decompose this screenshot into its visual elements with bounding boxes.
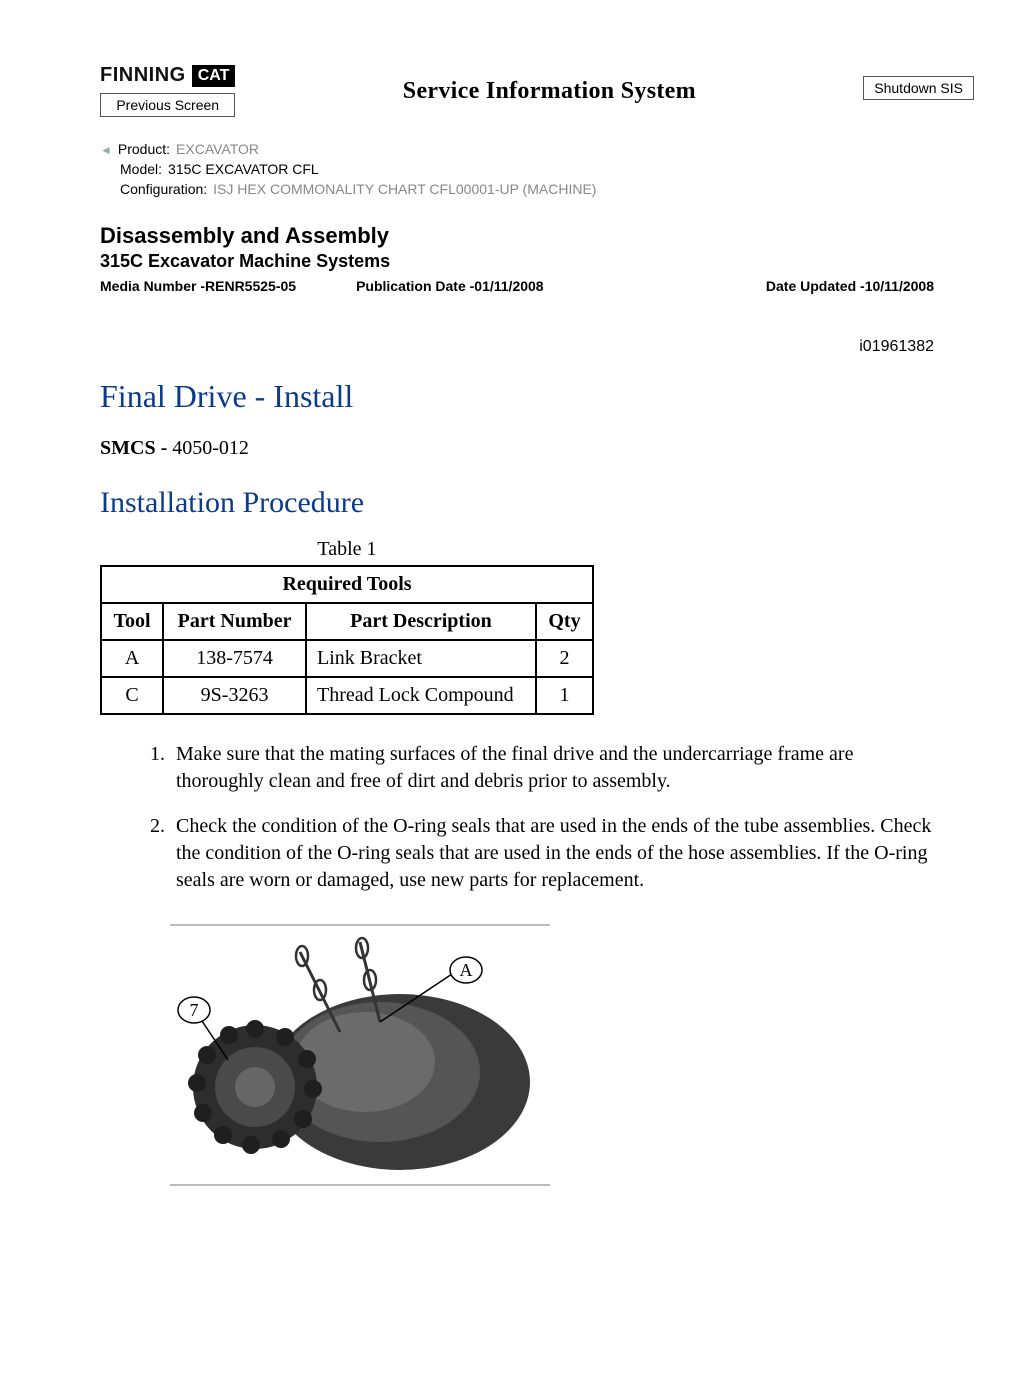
- section-heading: Installation Procedure: [100, 486, 934, 520]
- step-item: Check the condition of the O-ring seals …: [170, 813, 934, 894]
- config-label: Configuration:: [120, 181, 207, 197]
- table-header: Part Number: [163, 603, 306, 640]
- smcs-code: SMCS - 4050-012: [100, 437, 934, 460]
- table-row: A 138-7574 Link Bracket 2: [101, 640, 593, 677]
- brand-logo: FINNING CAT: [100, 64, 235, 87]
- previous-screen-button[interactable]: Previous Screen: [100, 93, 235, 117]
- config-value: ISJ HEX COMMONALITY CHART CFL00001-UP (M…: [213, 181, 596, 197]
- procedure-heading: Final Drive - Install: [100, 378, 934, 415]
- table-caption: Table 1: [100, 538, 594, 561]
- model-value: 315C EXCAVATOR CFL: [168, 161, 319, 177]
- illustration: A 7: [170, 924, 550, 1186]
- logo-badge: CAT: [192, 65, 236, 87]
- smcs-value: 4050-012: [172, 437, 249, 459]
- table-cell: 138-7574: [163, 640, 306, 677]
- product-value: EXCAVATOR: [176, 141, 259, 157]
- table-header: Qty: [536, 603, 593, 640]
- logo-text: FINNING: [100, 64, 186, 87]
- procedure-steps: Make sure that the mating surfaces of th…: [100, 741, 934, 894]
- table-cell: Thread Lock Compound: [306, 677, 536, 714]
- product-metadata: ◄ Product: EXCAVATOR Model: 315C EXCAVAT…: [50, 141, 974, 197]
- step-item: Make sure that the mating surfaces of th…: [170, 741, 934, 795]
- table-cell: 9S-3263: [163, 677, 306, 714]
- required-tools-table: Required Tools Tool Part Number Part Des…: [100, 565, 594, 715]
- table-cell: C: [101, 677, 163, 714]
- table-cell: 2: [536, 640, 593, 677]
- illustration-divider: [170, 924, 550, 926]
- date-updated: Date Updated -10/11/2008: [766, 278, 974, 294]
- document-id: i01961382: [50, 338, 974, 356]
- svg-text:7: 7: [190, 1000, 199, 1020]
- product-label: Product:: [118, 141, 170, 157]
- illustration-divider: [170, 1184, 550, 1186]
- shutdown-sis-button[interactable]: Shutdown SIS: [863, 76, 974, 100]
- doc-title-primary: Disassembly and Assembly: [100, 223, 974, 249]
- table-cell: A: [101, 640, 163, 677]
- table-cell: 1: [536, 677, 593, 714]
- doc-title-secondary: 315C Excavator Machine Systems: [100, 251, 974, 272]
- svg-text:A: A: [460, 960, 473, 980]
- media-number: Media Number -RENR5525-05: [100, 278, 296, 294]
- publication-date: Publication Date -01/11/2008: [356, 278, 544, 294]
- table-title: Required Tools: [101, 566, 593, 603]
- back-arrow-icon: ◄: [100, 143, 112, 157]
- table-header: Part Description: [306, 603, 536, 640]
- final-drive-illustration: A 7: [170, 932, 550, 1178]
- system-title: Service Information System: [235, 78, 863, 105]
- table-row: C 9S-3263 Thread Lock Compound 1: [101, 677, 593, 714]
- table-header: Tool: [101, 603, 163, 640]
- smcs-label: SMCS -: [100, 437, 172, 459]
- model-label: Model:: [120, 161, 162, 177]
- table-cell: Link Bracket: [306, 640, 536, 677]
